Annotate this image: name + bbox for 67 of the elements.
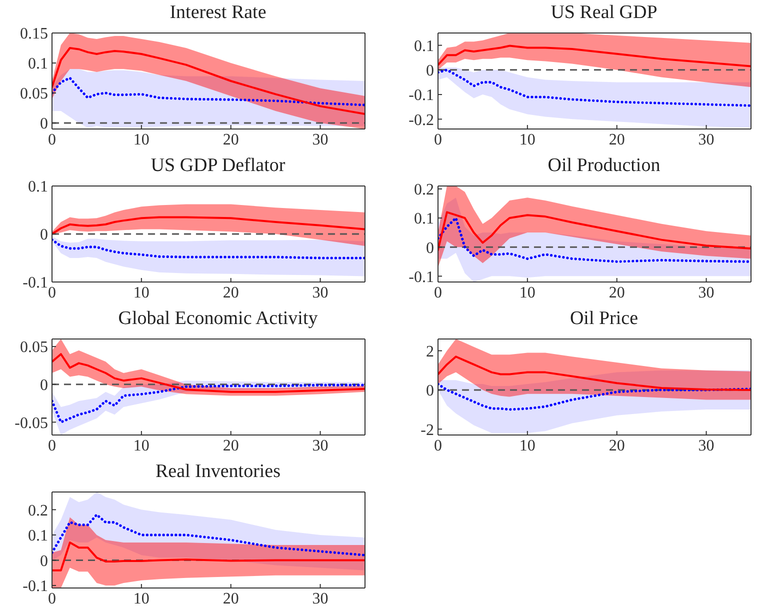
y-tick-label: 0.1 xyxy=(414,210,434,228)
y-tick-label: 0.1 xyxy=(28,56,48,73)
line-series xyxy=(438,382,751,411)
y-tick-label: 0.05 xyxy=(20,339,48,356)
y-tick-label: -0.1 xyxy=(408,268,434,286)
x-tick-label: 10 xyxy=(133,437,150,454)
x-tick-label: 20 xyxy=(222,590,239,608)
y-tick-label: 2 xyxy=(426,343,434,360)
y-tick-label: 0.1 xyxy=(28,178,48,196)
x-tick-label: 30 xyxy=(312,590,328,608)
line-series xyxy=(438,211,751,251)
x-tick-label: 30 xyxy=(698,437,714,454)
x-tick-label: 10 xyxy=(133,131,150,148)
y-tick-label: 0.15 xyxy=(20,26,48,43)
y-tick-label: 0 xyxy=(426,240,434,257)
x-tick-label: 20 xyxy=(608,284,625,302)
y-tick-label: 0 xyxy=(40,226,48,244)
x-tick-label: 30 xyxy=(312,131,328,148)
chart-title: Global Economic Activity xyxy=(117,307,319,331)
y-tick-label: 0 xyxy=(426,62,434,80)
line-series xyxy=(52,216,365,235)
x-tick-label: 10 xyxy=(519,131,536,148)
y-tick-label: 0.2 xyxy=(414,182,434,199)
y-tick-label: -0.1 xyxy=(22,578,48,596)
chart-title: US Real GDP xyxy=(550,1,658,25)
line-series xyxy=(52,542,365,572)
chart-title: US GDP Deflator xyxy=(150,154,286,178)
y-tick-label: -0.2 xyxy=(408,112,434,129)
line-series xyxy=(52,513,365,556)
line-series xyxy=(52,76,365,106)
y-tick-label: 0.1 xyxy=(414,38,434,55)
x-tick-label: 10 xyxy=(133,590,150,608)
y-tick-label: 0.2 xyxy=(28,502,48,520)
x-tick-label: 20 xyxy=(222,437,239,454)
line-series xyxy=(438,356,751,391)
y-tick-label: -0.1 xyxy=(22,274,48,292)
line-series xyxy=(52,384,365,424)
x-tick-label: 30 xyxy=(698,131,714,148)
y-tick-label: -0.1 xyxy=(408,87,434,104)
y-tick-label: -2 xyxy=(420,422,434,439)
x-tick-label: 30 xyxy=(312,284,328,302)
x-tick-label: 30 xyxy=(312,437,328,454)
y-tick-label: 0.05 xyxy=(20,86,48,103)
line-series xyxy=(52,238,365,260)
line-series xyxy=(52,353,365,393)
x-tick-label: 20 xyxy=(608,437,625,454)
x-tick-label: 10 xyxy=(133,284,150,302)
y-tick-label: 0 xyxy=(40,116,48,133)
line-series xyxy=(438,216,751,263)
x-tick-label: 30 xyxy=(698,284,714,302)
line-series xyxy=(438,44,751,68)
y-tick-label: 0 xyxy=(40,377,48,394)
chart-title: Interest Rate xyxy=(168,1,268,25)
x-tick-label: 20 xyxy=(222,284,239,302)
x-tick-label: 20 xyxy=(608,131,625,148)
chart-title: Oil Production xyxy=(546,154,662,178)
y-tick-label: 0 xyxy=(40,552,48,570)
chart-title: Real Inventories xyxy=(154,460,282,484)
line-series xyxy=(438,68,751,107)
line-series xyxy=(52,47,365,115)
y-tick-label: 0.1 xyxy=(28,528,48,545)
x-tick-label: 10 xyxy=(519,284,536,302)
x-tick-label: 20 xyxy=(222,131,239,148)
y-tick-label: -0.05 xyxy=(14,414,48,432)
y-tick-label: 0 xyxy=(426,382,434,400)
chart-title: Oil Price xyxy=(568,307,640,331)
x-tick-label: 10 xyxy=(519,437,536,454)
